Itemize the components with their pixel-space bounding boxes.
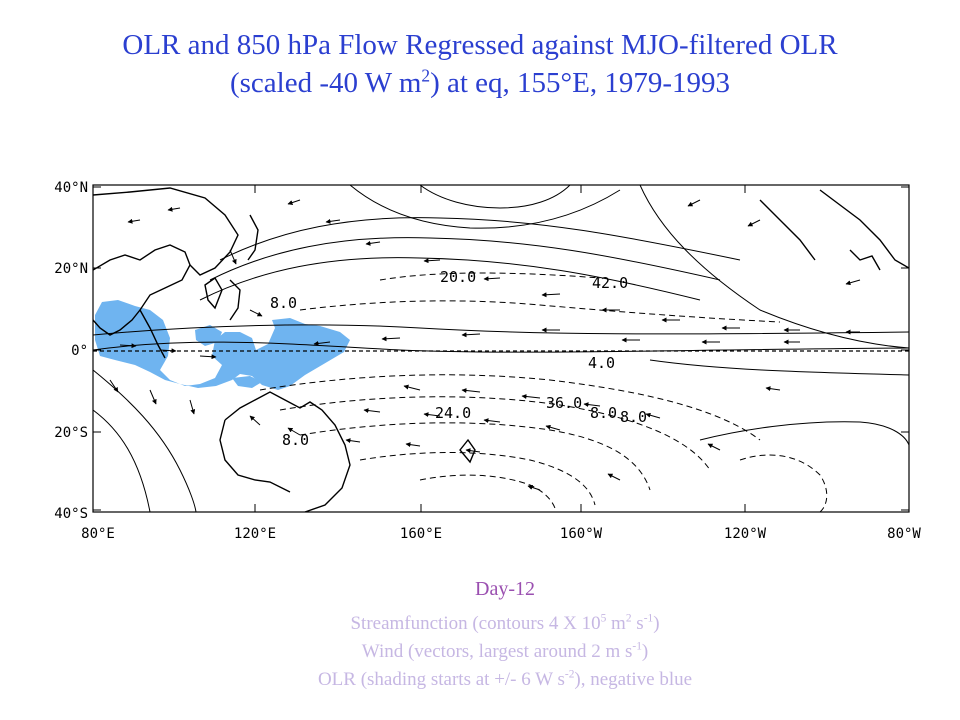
lat-label-eq: 0° <box>71 343 88 359</box>
lon-label-120e: 120°E <box>234 526 276 542</box>
caption-sup: 5 <box>600 612 607 625</box>
title-text: (scaled -40 W m <box>229 67 422 99</box>
axis-ticks <box>93 185 909 512</box>
title-text-end: ) at eq, 155°E, 1979-1993 <box>430 67 731 99</box>
caption-sup: -2 <box>564 668 575 681</box>
caption-wind: Wind (vectors, largest around 2 m s-1) <box>0 640 960 663</box>
caption-sup: 2 <box>625 612 632 625</box>
lat-label-20s: 20°S <box>54 425 88 441</box>
contour-label-36: 36.0 <box>546 394 582 412</box>
caption-text: Wind (vectors, largest around 2 m s <box>361 641 633 662</box>
caption-olr: OLR (shading starts at +/- 6 W s-2), neg… <box>0 668 960 691</box>
lon-label-80w: 80°W <box>887 526 921 542</box>
caption-text: ) <box>641 641 649 662</box>
contour-label-8d: 8.0 <box>270 294 297 312</box>
contour-label-20: 20.0 <box>440 268 476 286</box>
regression-map: 20.0 42.0 4.0 24.0 36.0 8.0 8.0 8.0 8.0 … <box>54 180 921 542</box>
contour-label-8c: 8.0 <box>620 408 647 426</box>
negative-streamfunction-contours <box>93 272 909 512</box>
caption-text: m <box>606 613 626 634</box>
day-label: Day-12 <box>475 578 535 600</box>
wind-vectors <box>109 199 861 491</box>
contour-labels: 20.0 42.0 4.0 24.0 36.0 8.0 8.0 8.0 8.0 <box>270 268 647 449</box>
caption-sup: -1 <box>632 640 642 653</box>
lon-label-160e: 160°E <box>400 526 442 542</box>
lat-label-20n: 20°N <box>54 261 88 277</box>
caption-text: ) <box>653 613 660 634</box>
caption-text: s <box>631 613 644 634</box>
contour-label-24: 24.0 <box>435 404 471 422</box>
negative-olr-shading <box>95 300 350 390</box>
contour-label-8b: 8.0 <box>590 404 617 422</box>
caption-sup: -1 <box>643 612 654 625</box>
contour-label-8a: 8.0 <box>282 431 309 449</box>
caption-text: OLR (shading starts at +/- 6 W s <box>317 669 565 690</box>
chart-title-line1: OLR and 850 hPa Flow Regressed against M… <box>122 29 838 61</box>
caption-text: Streamfunction (contours 4 X 10 <box>350 613 601 634</box>
lat-label-40s: 40°S <box>54 506 88 522</box>
contour-label-4: 4.0 <box>588 354 615 372</box>
contour-label-42: 42.0 <box>592 274 628 292</box>
lon-label-160w: 160°W <box>560 526 603 542</box>
caption-text: ), negative blue <box>574 669 693 690</box>
title-superscript: 2 <box>421 65 431 86</box>
lon-label-80e: 80°E <box>81 526 115 542</box>
chart-title-line2: (scaled -40 W m2) at eq, 155°E, 1979-199… <box>0 64 960 102</box>
lon-label-120w: 120°W <box>724 526 767 542</box>
lat-label-40n: 40°N <box>54 180 88 196</box>
caption-streamfunction: Streamfunction (contours 4 X 105 m2 s-1) <box>0 612 960 635</box>
